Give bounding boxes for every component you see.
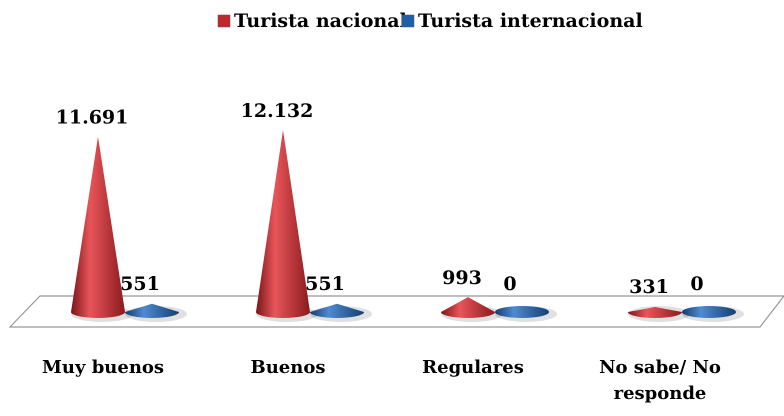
value-label: 993 [442,267,482,289]
value-label: 0 [503,273,516,295]
cone [256,130,310,318]
value-label: 0 [690,273,703,295]
cone [71,136,125,318]
cone [682,306,736,318]
cone [495,306,549,318]
value-label: 551 [305,273,345,295]
floor [8,295,784,328]
cone [628,307,682,318]
value-label: 551 [120,273,160,295]
x-tick-label: No sabe/ No responde [599,357,721,404]
legend-label: Turista nacional [234,10,407,32]
legend-marker [401,14,415,28]
value-label: 12.132 [241,100,314,122]
cone [441,297,495,318]
cone [310,303,364,318]
cone [125,303,179,318]
x-tick-label: Buenos [250,357,326,378]
value-label: 331 [629,276,669,298]
value-label: 11.691 [56,107,129,129]
x-tick-label: Regulares [422,357,524,378]
legend-label: Turista internacional [418,10,643,32]
x-tick-label: Muy buenos [41,357,165,378]
legend-marker [217,14,231,28]
